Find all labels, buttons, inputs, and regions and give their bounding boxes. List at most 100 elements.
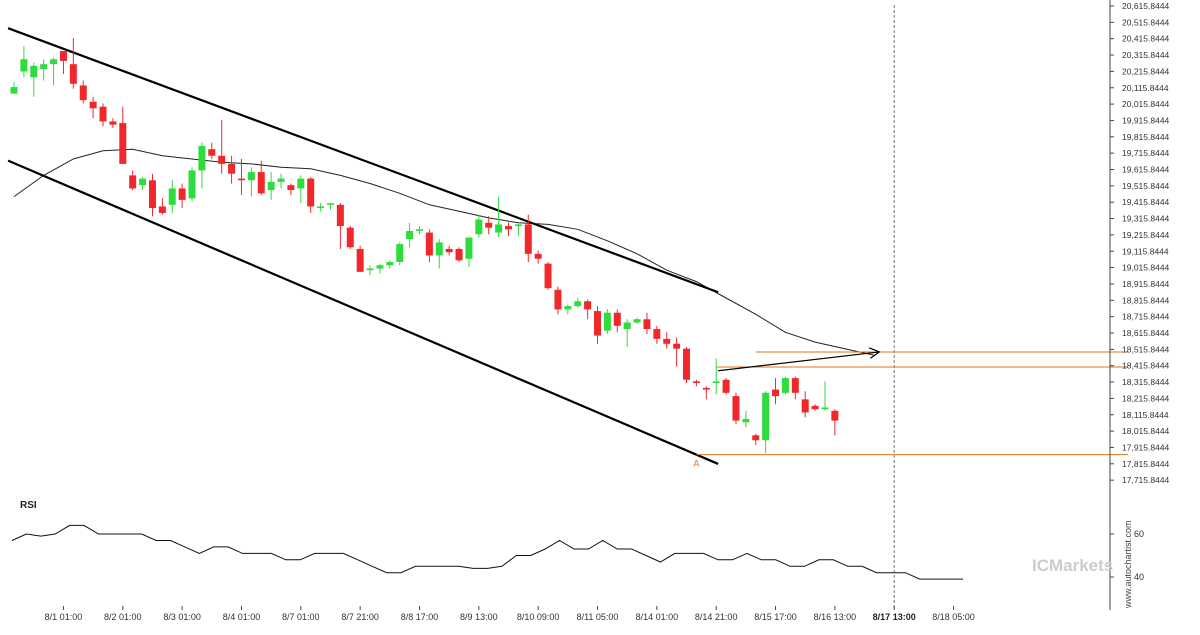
y-tick-label: 19,815.8444 [1122,132,1170,142]
y-tick-label: 18,115.8444 [1122,410,1169,420]
candle [188,167,196,202]
candle [425,229,433,263]
x-tick-label: 8/8 17:00 [401,612,439,622]
candle [10,82,18,94]
candle [554,286,562,315]
candle [277,173,285,189]
candle [178,183,186,209]
candle [663,332,671,349]
candle-body [129,175,137,189]
candle [208,142,216,160]
y-tick-label: 20,315.8444 [1122,50,1170,60]
candle [653,325,661,344]
x-tick-label: 8/9 13:00 [460,612,498,622]
candle [376,263,384,274]
candle-body [524,224,532,254]
candle-body [30,65,38,78]
candle [267,172,275,200]
candle-body [653,329,661,339]
candle-body [594,311,602,336]
candle [722,378,730,395]
candle-body [633,319,641,323]
channel-upper-line [7,27,719,294]
pattern-point-label: A [693,459,699,469]
y-tick-label: 20,115.8444 [1122,83,1169,93]
y-tick-label: 19,415.8444 [1122,197,1170,207]
candle [396,242,404,266]
rsi-panel: RSI 60 40 [11,500,1144,582]
candle [465,237,473,267]
candle [228,155,236,184]
candle-body [475,219,483,235]
candle [673,337,681,367]
x-tick-label: 8/14 01:00 [636,612,679,622]
candle-body [356,248,364,272]
candle-body [445,248,453,253]
candle-body [198,145,206,171]
candle-body [59,51,67,61]
y-tick-label: 19,115.8444 [1122,246,1169,256]
candle-body [40,64,48,70]
y-tick-label: 18,815.8444 [1122,295,1170,305]
y-tick-label: 20,615.8444 [1122,1,1170,11]
candle-body [277,178,285,182]
x-tick-label: 8/4 01:00 [223,612,261,622]
candle-body [554,289,562,310]
candle [326,203,334,210]
candle [356,245,364,272]
candle [485,216,493,235]
candle-body [574,301,582,307]
candle [831,409,839,436]
candle-body [603,312,611,331]
candle [762,391,770,454]
candle [89,96,97,119]
brand-logo: ICMarkets [1032,556,1113,575]
candle [772,378,780,405]
y-tick-label: 19,315.8444 [1122,214,1170,224]
candle [811,404,819,411]
y-tick-label: 18,315.8444 [1122,377,1170,387]
target-arrow-line [718,351,880,372]
candle [119,106,127,164]
candle-body [821,407,829,410]
candle [129,170,137,191]
candle [544,262,552,290]
candle-body [109,121,117,125]
candle-body [712,381,720,384]
candle-body [366,268,374,271]
candle-body [722,379,730,393]
candle-body [425,232,433,256]
candle [366,265,374,276]
candle-body [99,106,107,122]
y-tick-label: 20,515.8444 [1122,17,1170,27]
candle [475,214,483,238]
candle-body [326,203,334,205]
candle [168,180,176,213]
candle-body [89,101,97,109]
candle-body [50,59,58,65]
candle [752,433,760,446]
candle [307,176,315,213]
moving-average-line [13,148,875,356]
candle-body [742,418,750,423]
candle [801,391,809,418]
candle [20,46,28,78]
candle-body [297,178,305,189]
candle-body [267,181,275,191]
candle-body [119,123,127,164]
candle-body [514,224,522,227]
candle [643,312,651,334]
candle-body [218,155,226,164]
candle [50,57,58,86]
candle-body [623,322,631,330]
candle-body [79,85,87,101]
rsi-tick-label: 60 [1134,529,1144,539]
candle [732,392,740,424]
candle-body [465,237,473,259]
y-tick-label: 17,815.8444 [1122,459,1170,469]
candle [574,297,582,308]
candle [791,376,799,400]
candle [683,347,691,384]
